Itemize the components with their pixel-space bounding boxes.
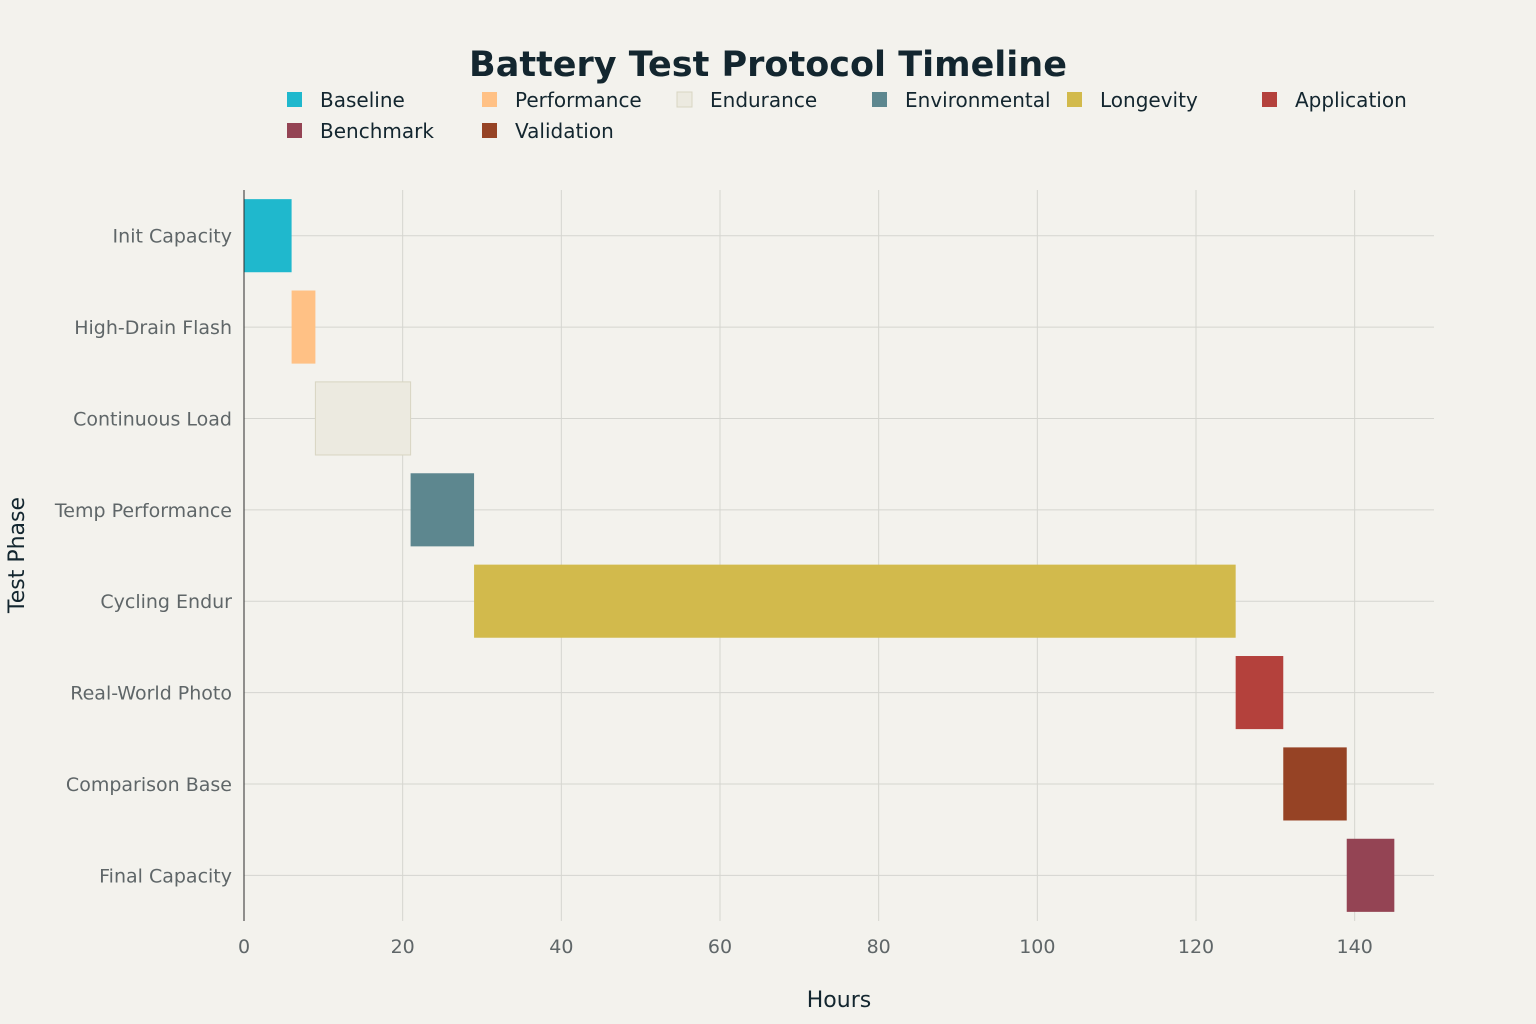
y-tick-label: Cycling Endur xyxy=(100,591,232,613)
bar-cycling-endur xyxy=(474,564,1236,638)
legend-swatch xyxy=(482,92,497,107)
x-tick-label: 80 xyxy=(867,936,891,958)
legend-label: Environmental xyxy=(905,88,1051,112)
bar-continuous-load xyxy=(314,381,412,456)
x-axis-title: Hours xyxy=(807,988,871,1013)
y-tick-label: High-Drain Flash xyxy=(74,317,232,339)
grid xyxy=(244,190,1434,921)
x-tick-label: 20 xyxy=(391,936,415,958)
y-tick-label: Real-World Photo xyxy=(70,683,232,705)
legend-swatch xyxy=(482,123,497,138)
legend-label: Validation xyxy=(515,119,614,143)
y-tick-label: Init Capacity xyxy=(113,226,232,248)
legend-swatch xyxy=(872,92,887,107)
x-axis-ticks: 0 20 40 60 80 100 120 140 xyxy=(238,936,1373,958)
bar-high-drain-flash xyxy=(291,290,316,364)
y-tick-label: Continuous Load xyxy=(73,408,232,430)
legend-swatch xyxy=(1262,92,1277,107)
legend-swatch xyxy=(287,92,302,107)
bar-temp-performance xyxy=(410,473,475,547)
bar-final-capacity xyxy=(1346,838,1395,912)
legend-swatch xyxy=(287,123,302,138)
x-tick-label: 140 xyxy=(1337,936,1373,958)
bar-real-world-photo xyxy=(1235,656,1284,730)
y-axis-ticks: Init Capacity High-Drain Flash Continuous … xyxy=(54,226,232,888)
x-tick-label: 40 xyxy=(549,936,573,958)
bar-comparison-base xyxy=(1283,747,1347,821)
x-tick-label: 100 xyxy=(1019,936,1055,958)
legend-label: Application xyxy=(1295,88,1407,112)
legend-label: Longevity xyxy=(1100,88,1198,112)
y-axis-title: Test Phase xyxy=(5,497,30,614)
legend-label: Baseline xyxy=(320,88,405,112)
x-tick-label: 60 xyxy=(708,936,732,958)
legend-swatch xyxy=(676,91,693,108)
x-tick-label: 0 xyxy=(238,936,250,958)
legend-label: Benchmark xyxy=(320,119,434,143)
y-tick-label: Temp Performance xyxy=(54,500,232,522)
legend-label: Performance xyxy=(515,88,642,112)
legend-swatch xyxy=(1067,92,1082,107)
bar-init-capacity xyxy=(244,199,292,273)
legend: Baseline Performance Endurance Environmenta… xyxy=(287,88,1407,143)
bars xyxy=(244,199,1395,912)
y-tick-label: Comparison Base xyxy=(66,774,232,796)
chart-title: Battery Test Protocol Timeline xyxy=(469,45,1067,85)
x-tick-label: 120 xyxy=(1178,936,1214,958)
y-tick-label: Final Capacity xyxy=(99,865,232,887)
legend-label: Endurance xyxy=(710,88,817,112)
